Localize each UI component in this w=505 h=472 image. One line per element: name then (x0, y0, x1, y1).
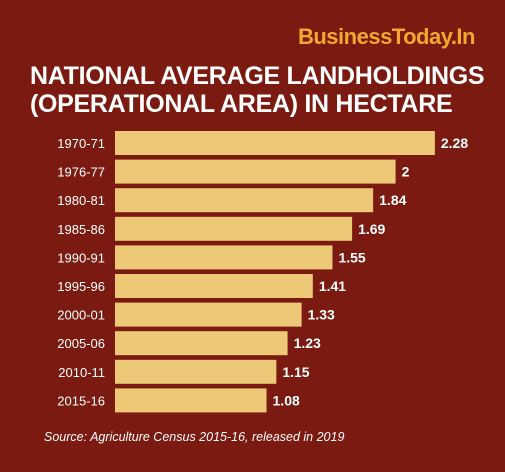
bar (115, 159, 396, 184)
bar (115, 388, 267, 413)
bar (115, 274, 313, 298)
value-label: 1.69 (358, 221, 385, 237)
value-label: 2.28 (441, 135, 468, 151)
bar (115, 302, 302, 327)
bar (115, 188, 374, 213)
category-label: 1990-91 (57, 250, 105, 265)
value-label: 1.33 (308, 307, 335, 323)
value-label: 1.15 (282, 364, 309, 380)
bar (115, 359, 277, 384)
category-label: 2005-06 (57, 336, 105, 351)
bar (115, 245, 333, 270)
value-label: 1.23 (294, 335, 321, 351)
category-label: 1976-77 (57, 165, 105, 180)
category-label: 2010-11 (58, 365, 105, 380)
bar (115, 131, 435, 155)
value-label: 1.84 (379, 192, 406, 208)
chart-title-line-1: NATIONAL AVERAGE LANDHOLDINGS (30, 62, 485, 90)
bar (115, 331, 288, 356)
value-label: 1.41 (319, 278, 346, 294)
source-note: Source: Agriculture Census 2015-16, rele… (44, 430, 345, 444)
brand-logo: BusinessToday.In (297, 24, 476, 49)
value-label: 2 (402, 164, 410, 180)
category-label: 1985-86 (57, 222, 105, 237)
category-label: 1995-96 (57, 279, 105, 294)
category-label: 1970-71 (57, 136, 105, 151)
bar (115, 216, 353, 241)
value-label: 1.55 (338, 249, 365, 265)
category-label: 2000-01 (57, 308, 105, 323)
category-label: 2015-16 (57, 393, 105, 408)
value-label: 1.08 (273, 392, 300, 408)
chart-title: NATIONAL AVERAGE LANDHOLDINGS (OPERATION… (30, 62, 490, 118)
category-label: 1980-81 (57, 193, 105, 208)
chart-title-line-2: (OPERATIONAL AREA) IN HECTARE (30, 90, 453, 118)
